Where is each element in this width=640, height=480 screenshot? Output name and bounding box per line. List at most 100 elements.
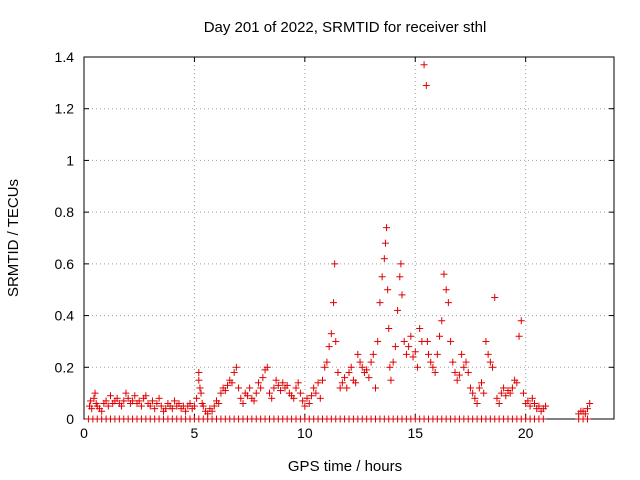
data-point xyxy=(397,260,405,268)
y-tick-label: 0.6 xyxy=(55,256,75,272)
data-point xyxy=(383,224,391,232)
data-point xyxy=(263,363,271,371)
data-point xyxy=(193,394,201,402)
data-point xyxy=(331,260,339,268)
plot-frame xyxy=(83,56,615,420)
data-point xyxy=(425,350,432,358)
data-point xyxy=(413,363,421,371)
data-point xyxy=(400,337,408,345)
data-point xyxy=(303,394,311,402)
data-point xyxy=(358,363,366,371)
y-tick-label: 0.4 xyxy=(55,308,75,324)
y-tick-label: 1.4 xyxy=(55,49,75,65)
data-point xyxy=(268,394,276,402)
data-point xyxy=(389,358,397,366)
data-point xyxy=(402,350,410,358)
data-point xyxy=(274,381,282,389)
data-point xyxy=(374,337,382,345)
data-point xyxy=(210,402,218,410)
data-point xyxy=(531,399,538,407)
data-point xyxy=(334,368,342,376)
data-point xyxy=(440,270,448,278)
data-point xyxy=(380,255,388,263)
data-point xyxy=(246,384,254,392)
data-point xyxy=(243,392,251,400)
data-point xyxy=(129,397,137,405)
data-point xyxy=(102,397,110,405)
data-point xyxy=(409,353,417,361)
data-point xyxy=(453,376,461,384)
data-point xyxy=(493,394,501,402)
data-point xyxy=(416,325,424,332)
data-point xyxy=(272,376,280,384)
data-point xyxy=(438,317,446,325)
data-point xyxy=(277,387,285,395)
data-point xyxy=(506,389,514,397)
data-point xyxy=(427,358,435,366)
data-point xyxy=(290,394,298,402)
data-point xyxy=(279,379,287,387)
data-point xyxy=(495,399,503,407)
data-point xyxy=(232,363,240,371)
data-point xyxy=(458,350,466,358)
data-point xyxy=(386,363,394,371)
data-point xyxy=(431,368,439,376)
data-point xyxy=(162,405,170,413)
data-point xyxy=(429,363,437,371)
data-point xyxy=(500,384,508,392)
data-point xyxy=(586,399,594,407)
y-tick-label: 1.2 xyxy=(55,101,75,117)
data-point xyxy=(345,368,353,376)
data-point xyxy=(491,293,499,301)
data-point xyxy=(171,397,179,405)
data-point xyxy=(208,407,216,415)
data-point xyxy=(259,374,267,382)
data-point xyxy=(542,402,550,410)
data-point xyxy=(469,389,477,397)
x-tick-label: 20 xyxy=(518,425,534,441)
data-point xyxy=(252,389,260,397)
data-point xyxy=(517,317,525,325)
data-point xyxy=(124,394,132,402)
y-axis-label: SRMTID / TECUs xyxy=(5,179,22,297)
x-tick-label: 10 xyxy=(297,425,313,441)
data-point xyxy=(228,379,236,387)
y-tick-label: 1 xyxy=(66,152,74,168)
data-point xyxy=(372,384,379,392)
data-point xyxy=(91,389,99,397)
data-point xyxy=(535,402,543,410)
data-point xyxy=(447,337,455,345)
data-point xyxy=(148,397,156,405)
data-point xyxy=(367,358,375,366)
data-point xyxy=(294,379,302,387)
data-point xyxy=(168,405,176,413)
data-point xyxy=(312,389,320,397)
data-point xyxy=(405,343,413,351)
data-point xyxy=(497,389,505,397)
data-point xyxy=(462,358,470,366)
data-point xyxy=(266,389,273,397)
data-point xyxy=(471,394,479,402)
data-point xyxy=(204,410,212,418)
x-tick-label: 5 xyxy=(191,425,199,441)
data-point xyxy=(451,368,459,376)
data-point xyxy=(254,379,262,387)
data-point xyxy=(464,368,472,376)
data-point xyxy=(354,350,362,358)
data-point xyxy=(449,358,457,366)
data-point xyxy=(363,366,371,374)
data-points xyxy=(84,61,594,423)
data-point xyxy=(478,379,485,387)
data-point xyxy=(120,397,128,405)
data-point xyxy=(186,399,194,407)
data-point xyxy=(338,379,346,387)
y-tick-label: 0.8 xyxy=(55,204,75,220)
data-point xyxy=(466,384,474,392)
x-tick-label: 15 xyxy=(407,425,423,441)
data-point xyxy=(157,402,165,410)
data-point xyxy=(307,392,315,400)
data-point xyxy=(113,394,121,402)
chart-title: Day 201 of 2022, SRMTID for receiver sth… xyxy=(204,19,487,36)
data-point xyxy=(381,239,389,247)
